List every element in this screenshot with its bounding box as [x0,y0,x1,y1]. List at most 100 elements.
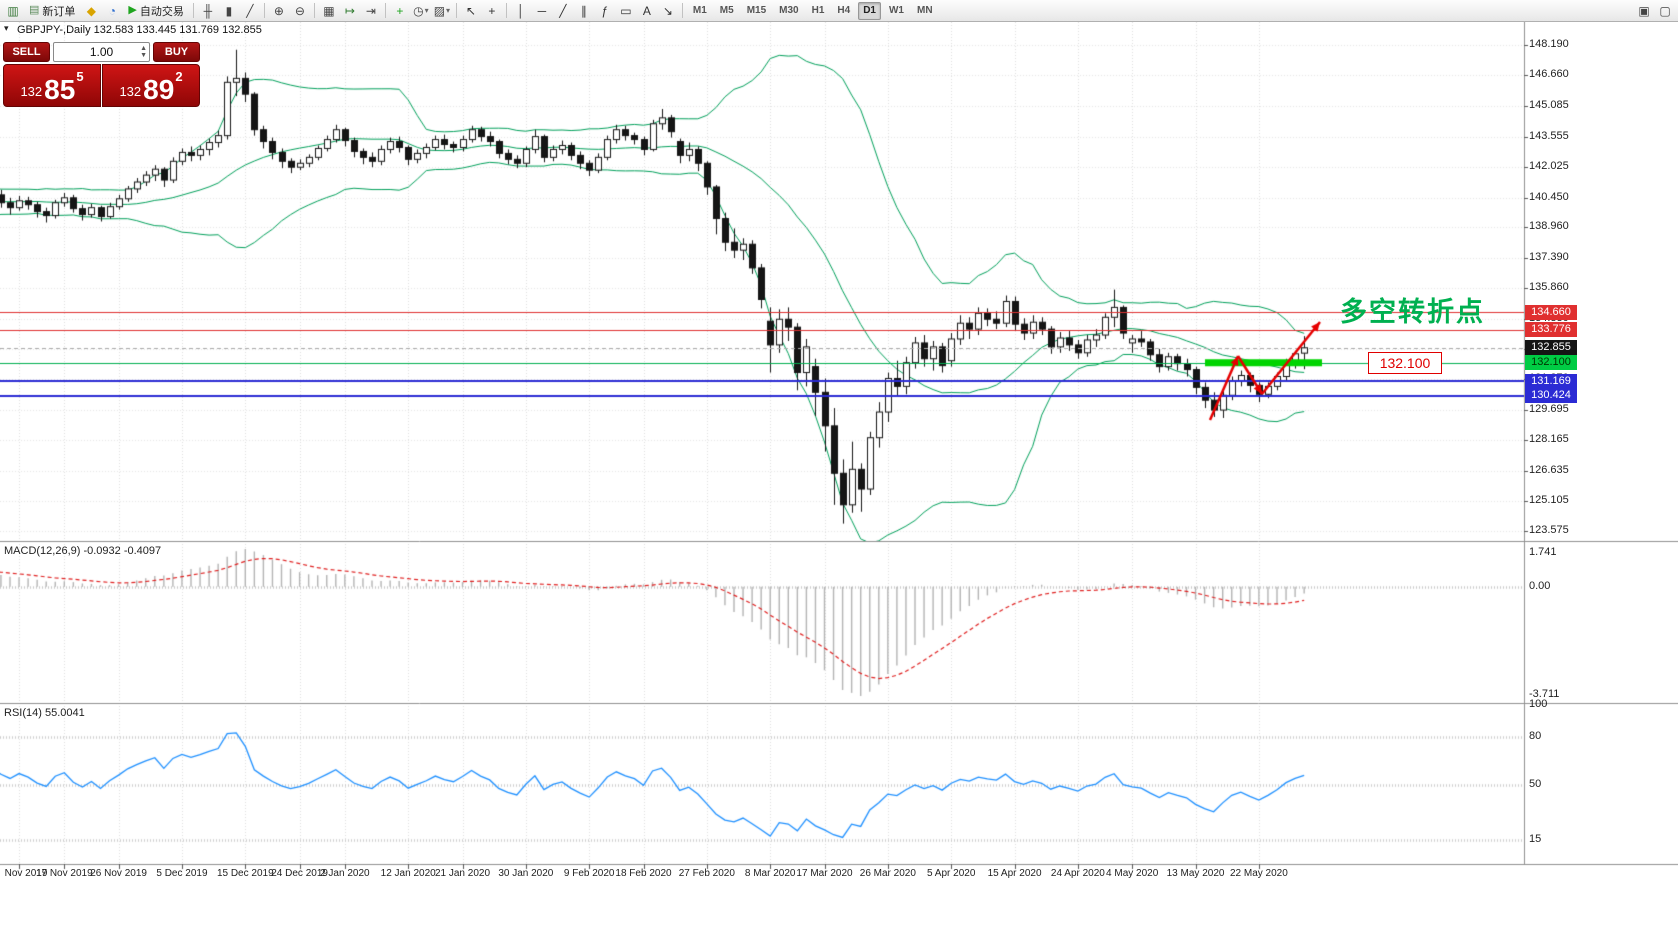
timeframe-mn-button[interactable]: MN [916,4,933,16]
autotrading-button[interactable]: ▶ 自动交易 [123,2,188,20]
fibonacci-icon: ƒ [601,3,609,18]
timeframe-h1-button[interactable]: H1 [811,4,825,16]
candle-chart-icon[interactable]: ▮ [219,2,239,20]
volume-down-icon[interactable]: ▼ [140,52,147,59]
indicators-icon[interactable]: + [390,2,410,20]
zoom-out-icon: ⊖ [294,3,305,18]
timeframe-m15-button[interactable]: M15 [746,4,767,16]
bar-chart-icon: ╫ [203,3,213,18]
line-chart-icon[interactable]: ╱ [240,2,260,20]
buy-price-sup: 2 [175,69,183,84]
arrows-tool-icon[interactable]: ↘ [658,2,678,20]
trendline-icon: ╱ [559,3,567,18]
sell-price-prefix: 132 [20,84,43,99]
autotrading-icon: ▶ [128,4,137,16]
timeframe-w1-button[interactable]: W1 [888,4,904,16]
new-chart-icon: ▥ [7,3,19,18]
new-chart-icon[interactable]: ▥ [3,2,23,20]
timeframe-m30-button[interactable]: M30 [779,4,799,16]
templates-icon[interactable]: ▨ ▾ [432,2,452,20]
toolbar-separator [384,3,386,18]
one-click-trading-panel: SELL 1.00 ▲ ▼ BUY 132 85 5 132 89 2 [3,42,200,107]
buy-button[interactable]: BUY [153,42,200,62]
vertical-line-icon[interactable]: │ [511,2,531,20]
rsi-indicator-label: RSI(14) 55.0041 [4,707,85,719]
equidistant-channel-icon[interactable]: ∥ [574,2,594,20]
new-order-button[interactable]: ▤ 新订单 [24,2,80,20]
chart-area: ▾ GBPJPY-,Daily 132.583 133.445 131.769 … [0,22,1678,944]
templates-dropdown-icon[interactable]: ▾ [446,6,451,15]
text-label-icon[interactable]: A [637,2,657,20]
tile-windows-icon[interactable]: ▦ [319,2,339,20]
sell-price-sup: 5 [76,69,84,84]
line-chart-icon: ╱ [246,3,254,18]
new-order-label: 新订单 [42,5,76,18]
arrows-tool-icon: ↘ [662,3,673,18]
timeframe-m1-button[interactable]: M1 [692,4,707,16]
auto-scroll-icon: ↦ [344,3,355,18]
history-center-icon[interactable]: ◔ [102,2,122,20]
periods-dropdown-icon[interactable]: ▾ [424,6,429,15]
volume-value: 1.00 [89,45,114,59]
shapes-icon: ▭ [620,3,632,18]
vertical-line-icon: │ [517,3,525,18]
equidistant-channel-icon: ∥ [580,3,587,18]
buy-price-big: 89 [143,74,175,105]
toolbar-separator [681,3,683,18]
toolbar-separator [192,3,194,18]
zoom-in-icon[interactable]: ⊕ [269,2,289,20]
cursor-icon: ↖ [465,3,476,18]
candle-chart-icon: ▮ [225,3,233,18]
horizontal-line-icon[interactable]: ─ [532,2,552,20]
chart-title: GBPJPY-,Daily 132.583 133.445 131.769 13… [17,24,262,36]
shapes-icon[interactable]: ▭ [616,2,636,20]
metaeditor-icon[interactable]: ◆ [81,2,101,20]
chart-canvas[interactable] [0,22,1678,944]
tile-windows-icon: ▦ [323,3,335,18]
volume-input[interactable]: 1.00 ▲ ▼ [53,42,150,62]
search-icon[interactable]: ▢ [1655,2,1675,20]
toolbar: ▥ ▤ 新订单 ◆ ◔ ▶ 自动交易 ╫ ▮ ╱ ⊕ ⊖ ▦ ↦ ⇥ + ◷ ▾ ▨ ▾ ↖ + │ ─ ╱ ∥ ƒ ▭ A ↘ M1 M5 M… [0,0,1678,22]
sell-price-button[interactable]: 132 85 5 [3,64,101,107]
sell-button[interactable]: SELL [3,42,50,62]
timeframe-m5-button[interactable]: M5 [719,4,734,16]
toolbar-separator [263,3,265,18]
chart-shift-icon[interactable]: ⇥ [361,2,381,20]
search-icon: ▢ [1659,3,1671,18]
text-label-icon: A [642,3,651,18]
timeframe-d1-button[interactable]: D1 [858,1,881,20]
zoom-out-icon[interactable]: ⊖ [290,2,310,20]
toolbar-separator [313,3,315,18]
trendline-icon[interactable]: ╱ [553,2,573,20]
volume-stepper[interactable]: ▲ ▼ [140,45,147,59]
level-price-label: 132.100 [1368,352,1442,374]
zoom-in-icon: ⊕ [273,3,284,18]
auto-scroll-icon[interactable]: ↦ [340,2,360,20]
timeframe-h4-button[interactable]: H4 [837,4,851,16]
crosshair-icon[interactable]: + [482,2,502,20]
buy-price-prefix: 132 [119,84,142,99]
autotrading-label: 自动交易 [139,5,184,18]
metaeditor-icon: ◆ [86,3,97,18]
toolbar-separator [455,3,457,18]
templates-icon: ▨ [433,3,446,18]
crosshair-icon: + [488,3,496,18]
data-window-icon: ▣ [1638,3,1650,18]
horizontal-line-icon: ─ [537,3,547,18]
sell-price-big: 85 [44,74,76,105]
data-window-icon[interactable]: ▣ [1634,2,1654,20]
indicators-icon: + [396,3,404,18]
bar-chart-icon[interactable]: ╫ [198,2,218,20]
volume-up-icon[interactable]: ▲ [140,45,147,52]
buy-price-button[interactable]: 132 89 2 [102,64,200,107]
cursor-icon[interactable]: ↖ [461,2,481,20]
periods-icon: ◷ [413,3,424,18]
one-click-collapse-icon[interactable]: ▾ [4,23,9,33]
chart-shift-icon: ⇥ [365,3,376,18]
new-order-icon: ▤ [29,4,40,16]
periods-icon[interactable]: ◷ ▾ [411,2,431,20]
macd-indicator-label: MACD(12,26,9) -0.0932 -0.4097 [4,545,162,557]
toolbar-separator [505,3,507,18]
history-center-icon: ◔ [108,3,117,18]
fibonacci-icon[interactable]: ƒ [595,2,615,20]
